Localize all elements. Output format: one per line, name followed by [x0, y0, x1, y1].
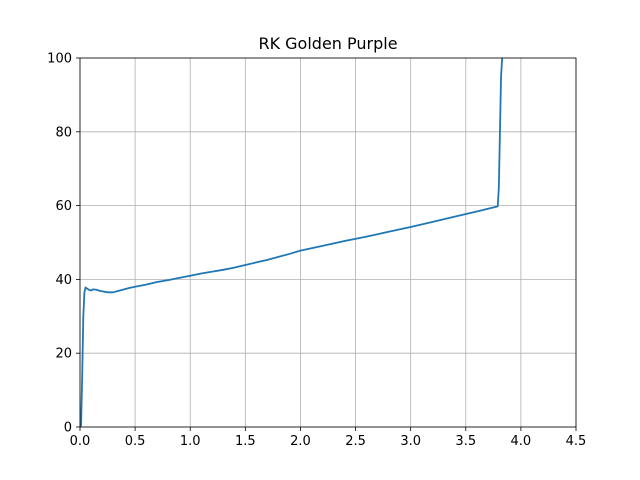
y-tick-label: 40 — [55, 273, 72, 288]
axes-frame — [79, 57, 577, 428]
y-tick-label: 0 — [64, 421, 72, 436]
x-tick-label: 4.0 — [511, 434, 532, 449]
x-tick-label: 4.5 — [566, 434, 587, 449]
x-tick-label: 2.5 — [345, 434, 366, 449]
y-tick-label: 60 — [55, 199, 72, 214]
x-tick-label: 0.0 — [70, 434, 91, 449]
x-tick-label: 3.5 — [455, 434, 476, 449]
y-tick-label: 100 — [47, 52, 72, 67]
x-tick-label: 1.0 — [180, 434, 201, 449]
x-tick-label: 2.0 — [290, 434, 311, 449]
x-axis: 0.0 0.5 1.0 1.5 2.0 2.5 3.0 3.5 4.0 4.5 — [70, 427, 587, 449]
x-tick-label: 1.5 — [235, 434, 256, 449]
plot-frame — [79, 57, 577, 428]
y-tick-label: 80 — [55, 125, 72, 140]
y-axis: 0 20 40 60 80 100 — [47, 52, 80, 436]
series-line — [79, 57, 504, 428]
y-tick-label: 20 — [55, 347, 72, 362]
x-tick-label: 3.0 — [400, 434, 421, 449]
x-tick-label: 0.5 — [125, 434, 146, 449]
series-group — [79, 57, 504, 428]
grid-lines — [79, 57, 577, 428]
chart-title: RK Golden Purple — [258, 34, 397, 53]
